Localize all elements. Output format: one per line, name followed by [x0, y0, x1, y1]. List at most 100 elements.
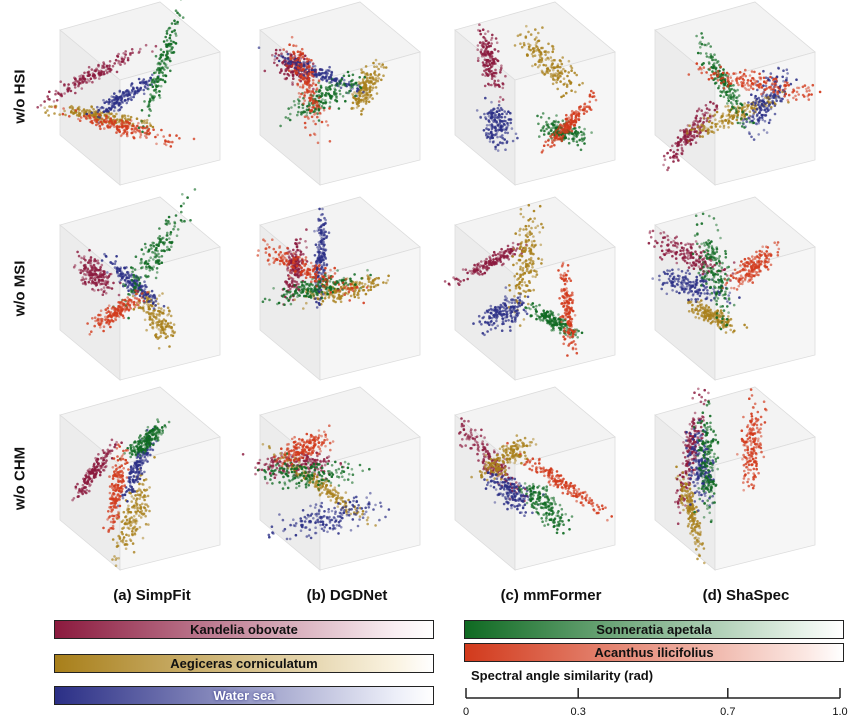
- scatter-point: [684, 143, 687, 146]
- scatter-point: [192, 137, 196, 141]
- scatter-point: [360, 277, 363, 280]
- scatter-point: [322, 248, 326, 252]
- scatter-point: [299, 85, 302, 89]
- scatter-point: [367, 280, 371, 284]
- scatter-point: [724, 119, 728, 122]
- scatter-point: [497, 143, 500, 147]
- scatter-point: [48, 105, 51, 108]
- scatter-point: [132, 136, 136, 140]
- scatter-point: [154, 248, 158, 252]
- scatter-point: [91, 80, 94, 84]
- scatter-point: [490, 127, 494, 131]
- scatter-point: [485, 39, 489, 43]
- scatter-point: [699, 117, 702, 120]
- scatter-point: [278, 71, 282, 74]
- scatter-point: [305, 282, 309, 286]
- scatter-point: [722, 124, 726, 128]
- scatter-point: [275, 64, 279, 67]
- scatter-point: [490, 112, 493, 116]
- scatter-point: [298, 59, 302, 62]
- scatter-point: [130, 84, 133, 88]
- scatter-point: [318, 88, 321, 92]
- scatter-point: [109, 325, 112, 329]
- scatter-point: [311, 90, 315, 93]
- scatter-point: [544, 64, 548, 67]
- scatter-point: [772, 96, 775, 99]
- scatter-point: [95, 120, 99, 124]
- scatter-point: [351, 92, 354, 96]
- scatter-point: [179, 204, 183, 208]
- scatter-point: [571, 119, 574, 123]
- scatter-point: [135, 117, 139, 120]
- scatter-point: [131, 131, 134, 134]
- scatter-point: [137, 284, 140, 287]
- scatter-point: [505, 112, 509, 116]
- scatter-point: [310, 74, 314, 77]
- scatter-point: [349, 294, 353, 298]
- scatter-point: [151, 73, 154, 77]
- scatter-point: [156, 76, 160, 80]
- scatter-point: [578, 107, 581, 111]
- scatter-point: [277, 301, 281, 305]
- scatter-point: [487, 114, 491, 118]
- scatter-point: [105, 116, 108, 120]
- scatter-point: [296, 83, 300, 87]
- scatter-point: [124, 50, 127, 53]
- scatter-point: [732, 96, 736, 99]
- scatter-point: [374, 58, 378, 62]
- scatter-point: [302, 102, 305, 105]
- scatter-point: [153, 296, 157, 300]
- scatter-point: [292, 248, 295, 252]
- scatter-point: [351, 73, 355, 77]
- scatter-point: [360, 68, 363, 71]
- scatter-point: [807, 98, 811, 101]
- scatter-point: [742, 109, 745, 113]
- scatter-point: [158, 294, 161, 297]
- scatter-point: [93, 118, 96, 122]
- scatter-point: [102, 286, 106, 289]
- scatter-point: [501, 112, 504, 116]
- scatter-point: [115, 131, 118, 134]
- scatter-point: [314, 111, 318, 115]
- scatter-point: [284, 68, 288, 72]
- scatter-point: [709, 74, 713, 77]
- scatter-point: [157, 259, 161, 262]
- scatter-point: [92, 111, 96, 114]
- scatter-point: [312, 294, 315, 297]
- scatter-point: [284, 60, 287, 64]
- scatter-point: [361, 107, 365, 111]
- scatter-point: [152, 258, 155, 261]
- scatter-point: [551, 76, 555, 80]
- scatter-point: [139, 135, 142, 139]
- scatter-point: [95, 118, 99, 122]
- scatter-point: [564, 131, 568, 134]
- scatter-point: [323, 254, 326, 258]
- scatter-point: [708, 113, 712, 116]
- scatter-point: [687, 73, 691, 76]
- scatter-point: [707, 120, 711, 124]
- scatter-point: [567, 71, 570, 74]
- scatter-point: [740, 125, 744, 128]
- scatter-point: [318, 96, 321, 99]
- scatter-point: [549, 56, 553, 59]
- scatter-point: [142, 92, 146, 96]
- scatter-point: [370, 88, 374, 92]
- scatter-point: [168, 237, 171, 240]
- scatter-point: [132, 273, 135, 277]
- scatter-point: [70, 110, 73, 113]
- scatter-point: [157, 347, 161, 350]
- scatter-point: [159, 62, 162, 66]
- scatter-point: [112, 109, 116, 113]
- scatter-point: [736, 99, 739, 103]
- scatter-point: [67, 83, 70, 86]
- scatter-point: [695, 119, 698, 123]
- scatter-point: [366, 79, 370, 83]
- scatter-point: [710, 121, 714, 125]
- scatter-point: [484, 116, 487, 119]
- scatter-point: [83, 255, 86, 258]
- scatter-point: [293, 284, 296, 287]
- scatter-point: [154, 304, 157, 307]
- scatter-point: [493, 114, 497, 117]
- scatter-point: [355, 106, 359, 109]
- scatter-point: [478, 29, 482, 33]
